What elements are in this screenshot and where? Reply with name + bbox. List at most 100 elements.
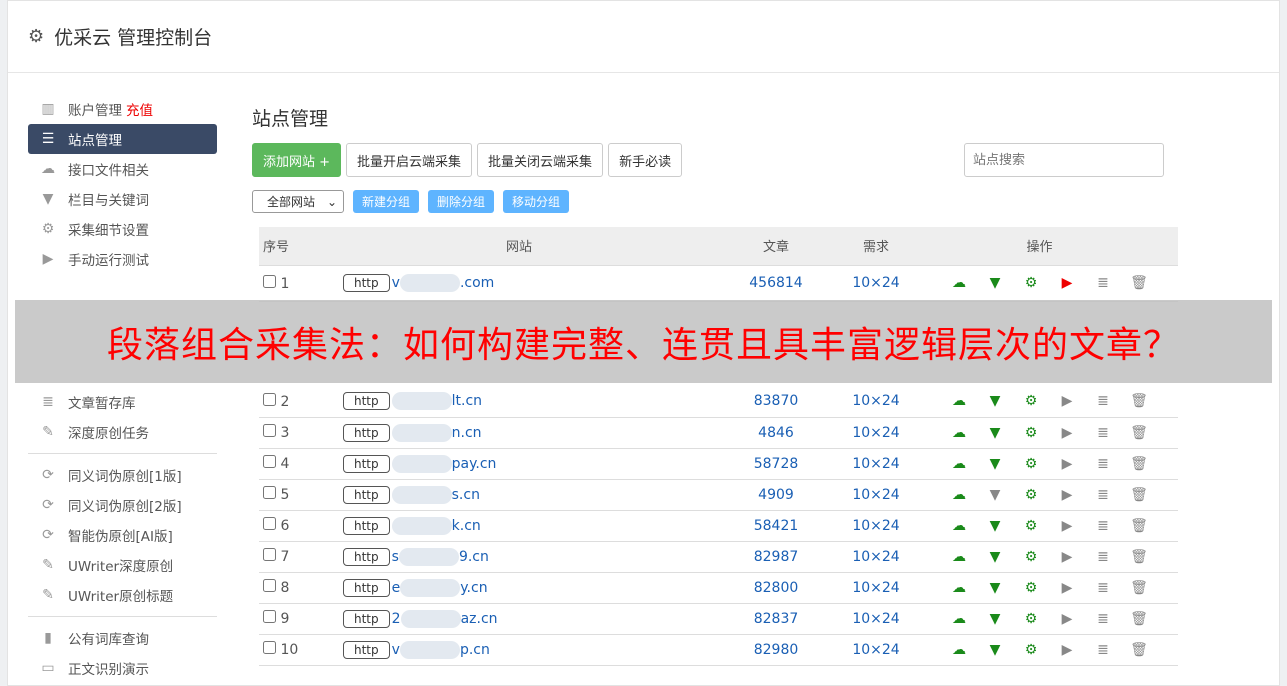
- row-checkbox[interactable]: [263, 392, 276, 406]
- sidebar-item[interactable]: ⟳ 智能伪原创[AI版]: [28, 520, 217, 550]
- cloud-upload-icon[interactable]: ☁: [952, 641, 966, 658]
- gears-icon[interactable]: ⚙: [1024, 393, 1038, 410]
- row-checkbox[interactable]: [263, 455, 276, 468]
- article-count[interactable]: 58421: [701, 510, 851, 542]
- group-select[interactable]: 全部网站 ⌄: [252, 190, 344, 213]
- play-icon[interactable]: ▶: [1061, 275, 1073, 291]
- database-icon[interactable]: ≣: [1097, 393, 1109, 410]
- trash-icon[interactable]: 🗑: [1130, 275, 1148, 291]
- article-count[interactable]: 82980: [701, 634, 851, 666]
- trash-icon[interactable]: 🗑: [1130, 517, 1148, 534]
- site-domain[interactable]: pay.cn: [451, 455, 497, 472]
- protocol-badge[interactable]: http: [343, 454, 390, 473]
- article-count[interactable]: 456814: [701, 265, 851, 302]
- site-domain[interactable]: p.cn: [459, 641, 490, 658]
- row-checkbox[interactable]: [263, 274, 276, 288]
- filter-icon[interactable]: ▼: [989, 486, 1001, 503]
- site-domain[interactable]: lt.cn: [451, 393, 483, 410]
- play-icon[interactable]: ▶: [1061, 486, 1073, 503]
- cloud-upload-icon[interactable]: ☁: [952, 579, 966, 596]
- article-count[interactable]: 4909: [701, 479, 851, 511]
- database-icon[interactable]: ≣: [1097, 579, 1109, 596]
- need-value[interactable]: 10×24: [851, 417, 901, 449]
- site-domain[interactable]: az.cn: [460, 610, 498, 627]
- cloud-upload-icon[interactable]: ☁: [952, 548, 966, 565]
- protocol-badge[interactable]: http: [343, 609, 390, 628]
- trash-icon[interactable]: 🗑: [1130, 424, 1148, 441]
- database-icon[interactable]: ≣: [1097, 275, 1109, 291]
- article-count[interactable]: 58728: [701, 448, 851, 480]
- database-icon[interactable]: ≣: [1097, 610, 1109, 627]
- site-domain[interactable]: s.cn: [451, 486, 480, 503]
- database-icon[interactable]: ≣: [1097, 517, 1109, 534]
- article-count[interactable]: 82987: [701, 541, 851, 573]
- add-site-button[interactable]: 添加网站 +: [252, 143, 342, 177]
- gears-icon[interactable]: ⚙: [1024, 641, 1038, 658]
- sidebar-item[interactable]: ⟳ 同义词伪原创[2版]: [28, 490, 217, 520]
- article-count[interactable]: 82837: [701, 603, 851, 635]
- site-domain[interactable]: y.cn: [460, 579, 488, 596]
- sidebar-item[interactable]: ▭ 正文识别演示: [28, 653, 217, 683]
- row-checkbox[interactable]: [263, 548, 276, 561]
- protocol-badge[interactable]: http: [343, 516, 390, 535]
- play-icon[interactable]: ▶: [1061, 641, 1073, 658]
- move-group-button[interactable]: 移动分组: [503, 190, 570, 213]
- need-value[interactable]: 10×24: [851, 448, 901, 480]
- filter-icon[interactable]: ▼: [989, 393, 1001, 410]
- new-group-button[interactable]: 新建分组: [353, 190, 420, 213]
- site-domain[interactable]: n.cn: [451, 424, 482, 441]
- filter-icon[interactable]: ▼: [989, 579, 1001, 596]
- batch-enable-cloud-button[interactable]: 批量开启云端采集: [346, 143, 473, 177]
- filter-icon[interactable]: ▼: [989, 424, 1001, 441]
- sidebar-item[interactable]: ⚙ 采集细节设置: [28, 214, 217, 244]
- gears-icon[interactable]: ⚙: [1024, 486, 1038, 503]
- sidebar-item[interactable]: ▥ 账户管理 充值: [28, 94, 217, 124]
- site-domain[interactable]: k.cn: [451, 517, 481, 534]
- play-icon[interactable]: ▶: [1061, 393, 1073, 410]
- row-checkbox[interactable]: [263, 517, 276, 530]
- protocol-badge[interactable]: http: [343, 547, 390, 566]
- cloud-upload-icon[interactable]: ☁: [952, 610, 966, 627]
- database-icon[interactable]: ≣: [1097, 548, 1109, 565]
- sidebar-item[interactable]: ☁ 接口文件相关: [28, 154, 217, 184]
- row-checkbox[interactable]: [263, 610, 276, 623]
- protocol-badge[interactable]: http: [343, 578, 390, 597]
- row-checkbox[interactable]: [263, 579, 276, 592]
- filter-icon[interactable]: ▼: [989, 517, 1001, 534]
- protocol-badge[interactable]: http: [343, 392, 390, 411]
- trash-icon[interactable]: 🗑: [1130, 610, 1148, 627]
- protocol-badge[interactable]: http: [343, 485, 390, 504]
- gears-icon[interactable]: ⚙: [1024, 517, 1038, 534]
- gears-icon[interactable]: ⚙: [1024, 548, 1038, 565]
- sidebar-item[interactable]: ≣ 文章暂存库: [28, 387, 217, 417]
- batch-disable-cloud-button[interactable]: 批量关闭云端采集: [477, 143, 604, 177]
- filter-icon[interactable]: ▼: [989, 548, 1001, 565]
- protocol-badge[interactable]: http: [343, 274, 390, 292]
- gears-icon[interactable]: ⚙: [1024, 455, 1038, 472]
- recharge-link[interactable]: 充值: [126, 103, 153, 119]
- sidebar-item[interactable]: ⟳ 同义词伪原创[1版]: [28, 460, 217, 490]
- cloud-upload-icon[interactable]: ☁: [952, 517, 966, 534]
- gears-icon[interactable]: ⚙: [1024, 579, 1038, 596]
- need-value[interactable]: 10×24: [851, 572, 901, 604]
- protocol-badge[interactable]: http: [343, 423, 390, 442]
- need-value[interactable]: 10×24: [851, 386, 901, 418]
- gears-icon[interactable]: ⚙: [1024, 424, 1038, 441]
- play-icon[interactable]: ▶: [1061, 455, 1073, 472]
- trash-icon[interactable]: 🗑: [1130, 455, 1148, 472]
- row-checkbox[interactable]: [263, 424, 276, 437]
- play-icon[interactable]: ▶: [1061, 579, 1073, 596]
- row-checkbox[interactable]: [263, 486, 276, 499]
- cloud-upload-icon[interactable]: ☁: [952, 275, 966, 291]
- cloud-upload-icon[interactable]: ☁: [952, 393, 966, 410]
- filter-icon[interactable]: ▼: [989, 641, 1001, 658]
- sidebar-item[interactable]: ▼ 栏目与关键词: [28, 184, 217, 214]
- play-icon[interactable]: ▶: [1061, 548, 1073, 565]
- site-search-input[interactable]: [964, 143, 1164, 177]
- database-icon[interactable]: ≣: [1097, 641, 1109, 658]
- row-checkbox[interactable]: [263, 641, 276, 654]
- cloud-upload-icon[interactable]: ☁: [952, 455, 966, 472]
- sidebar-item[interactable]: ☰ 站点管理: [28, 124, 217, 154]
- article-count[interactable]: 82800: [701, 572, 851, 604]
- article-count[interactable]: 4846: [701, 417, 851, 449]
